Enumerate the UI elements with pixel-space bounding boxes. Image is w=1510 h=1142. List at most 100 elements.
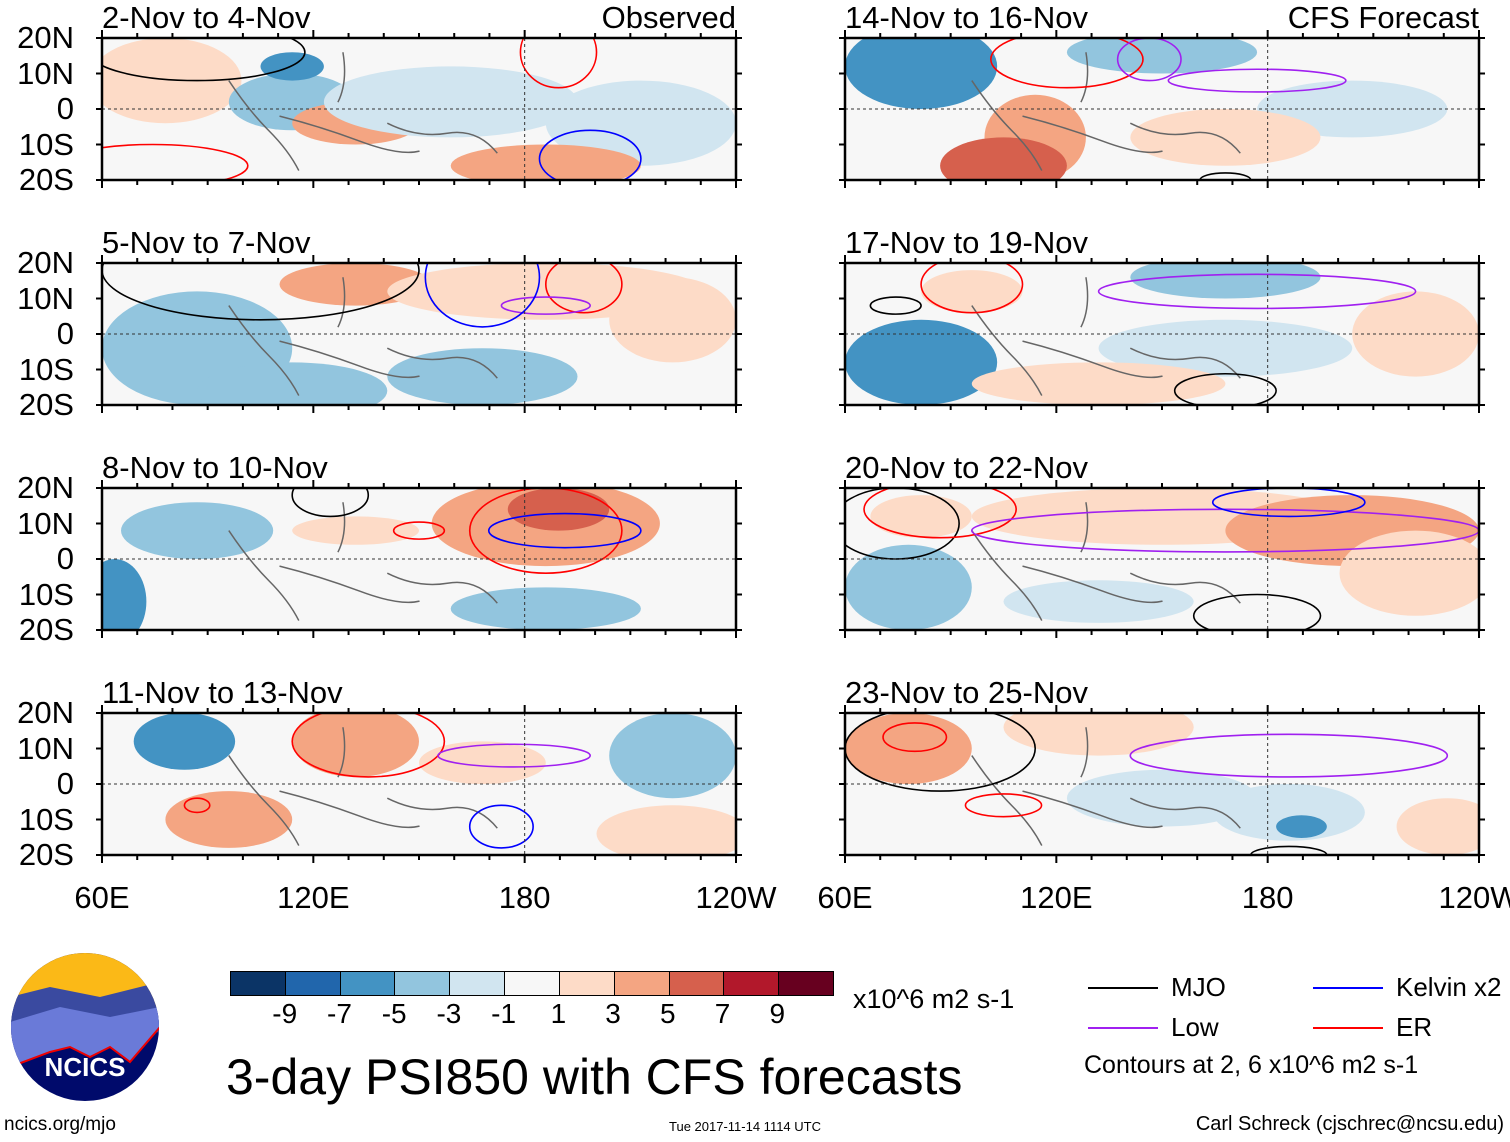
colorbar-label: 9 (769, 998, 786, 1029)
colorbar-swatch (450, 972, 506, 995)
wave-contour (882, 722, 948, 753)
panel-title: 17-Nov to 19-Nov (845, 225, 1088, 260)
wave-contour (845, 713, 1036, 792)
anomaly-shading (450, 144, 641, 180)
colorbar-label: -9 (272, 998, 298, 1029)
colorbar-label: -1 (491, 998, 517, 1029)
anomaly-shading (845, 38, 998, 109)
psi850-map (96, 480, 742, 638)
wave-contour (863, 488, 1017, 539)
lat-label: 20N (17, 245, 74, 280)
wave-contour (291, 713, 446, 778)
colorbar-label: -3 (436, 998, 462, 1029)
lon-label: 60E (74, 880, 130, 915)
panel-title: 23-Nov to 25-Nov (845, 675, 1088, 710)
lat-label: 10N (17, 505, 74, 541)
wave-contour (468, 804, 534, 849)
coastline (971, 727, 1241, 846)
colorbar-label: 1 (550, 998, 567, 1029)
wave-contour (1116, 38, 1182, 82)
anomaly-shading (1130, 109, 1321, 166)
wave-contour (1173, 372, 1277, 405)
wave-contour (468, 488, 623, 574)
anomaly-shading (1276, 815, 1327, 838)
colorbar-label: -7 (327, 998, 352, 1029)
map-panel (96, 255, 742, 413)
wave-contour (990, 38, 1144, 89)
colorbar-label: 5 (660, 998, 676, 1029)
coastline (228, 502, 498, 621)
coastline (228, 277, 498, 396)
wave-contour (519, 38, 598, 89)
colorbar-label: -5 (381, 998, 407, 1029)
coastline (971, 277, 1241, 396)
lat-label: 20S (18, 837, 74, 872)
coastline (971, 52, 1241, 171)
anomaly-shading (1003, 713, 1194, 756)
footer-url[interactable]: ncics.org/mjo (4, 1114, 116, 1135)
map-panel (96, 705, 742, 863)
lon-label: 120W (1438, 880, 1510, 915)
psi850-map (839, 705, 1485, 863)
map-panel (839, 480, 1485, 638)
anomaly-shading (387, 348, 578, 405)
lon-label: 120E (277, 880, 350, 915)
psi850-map (839, 30, 1485, 188)
colorbar-swatch (395, 972, 451, 995)
lat-label: 10S (18, 801, 74, 837)
wave-contour (500, 296, 591, 315)
anomaly-shading (323, 66, 578, 138)
colorbar-swatch (779, 972, 833, 995)
panel-title: 2-Nov to 4-Nov (102, 0, 311, 35)
lon-label: 180 (1241, 880, 1294, 915)
footer-timestamp: Tue 2017-11-14 1114 UTC (669, 1119, 821, 1134)
lat-label: 0 (56, 541, 74, 576)
colorbar-swatch (559, 972, 615, 995)
legend-label: MJO (1171, 972, 1226, 1002)
lat-label: 20N (17, 470, 74, 505)
psi850-map (839, 480, 1485, 638)
wave-contour (920, 263, 1024, 314)
anomaly-shading (1396, 798, 1479, 855)
coastline (971, 502, 1241, 621)
anomaly-shading (609, 277, 736, 363)
colorbar-swatch (340, 972, 396, 995)
anomaly-shading (609, 713, 736, 799)
anomaly-shading (845, 713, 972, 784)
wave-contour (102, 38, 306, 82)
anomaly-shading (921, 270, 1023, 313)
contour-note: Contours at 2, 6 x10^6 m2 s-1 (1084, 1051, 1419, 1079)
panel-title: 14-Nov to 16-Nov (845, 0, 1088, 35)
wave-contour (437, 743, 591, 768)
anomaly-shading (596, 805, 736, 855)
colorbar-swatch (285, 972, 341, 995)
lon-label: 120E (1020, 880, 1093, 915)
colorbar-swatch (669, 972, 725, 995)
anomaly-shading (845, 319, 998, 405)
lat-label: 10S (18, 126, 74, 162)
anomaly-shading (940, 137, 1067, 180)
anomaly-shading (133, 713, 236, 770)
wave-contour (291, 488, 370, 518)
anomaly-shading (165, 791, 293, 848)
anomaly-shading (1003, 580, 1194, 623)
wave-contour (1167, 68, 1347, 93)
psi850-map (96, 255, 742, 413)
legend-label: ER (1396, 1012, 1433, 1042)
lat-label: 20N (17, 695, 74, 730)
anomaly-shading (545, 80, 736, 166)
wave-contour (392, 521, 446, 540)
ncics-logo: NCICS (11, 953, 159, 1101)
lat-label: 20N (17, 20, 74, 55)
lon-label: 120W (695, 880, 777, 915)
lat-label: 0 (56, 91, 74, 126)
wave-contour (487, 512, 642, 549)
anomaly-shading (845, 544, 972, 630)
lat-label: 20S (18, 612, 74, 647)
anomaly-shading (1066, 769, 1258, 827)
wave-contour (1097, 273, 1417, 310)
lat-label: 10N (17, 730, 74, 766)
panel-title: 8-Nov to 10-Nov (102, 450, 328, 485)
legend-line-low (1088, 1027, 1158, 1029)
footer-author: Carl Schreck (cjschrec@ncsu.edu) (1195, 1113, 1504, 1135)
